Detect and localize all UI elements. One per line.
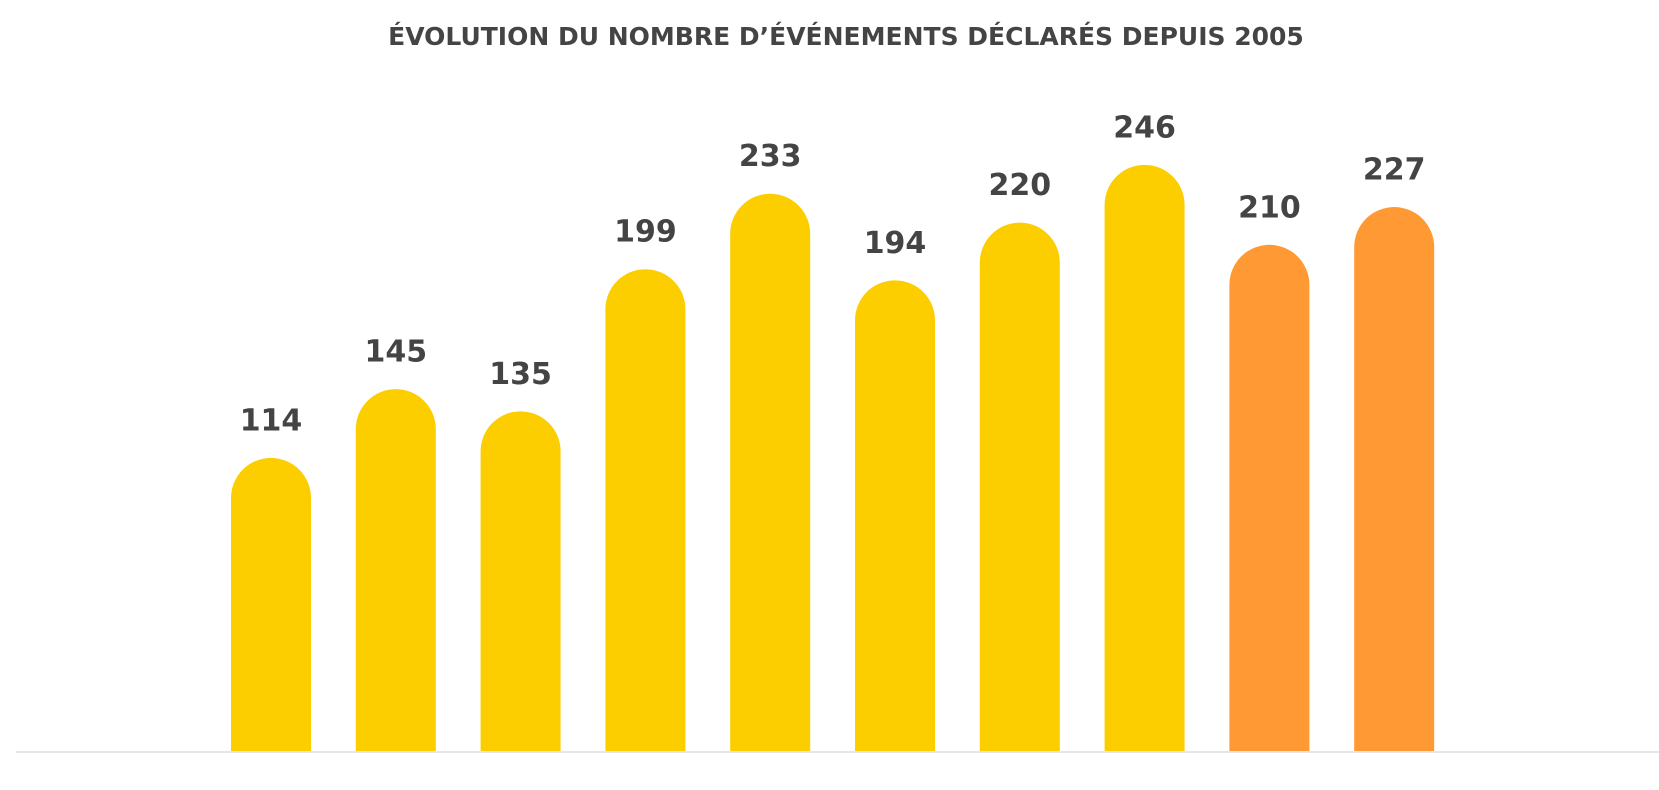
data-label: 135 [489, 357, 552, 392]
data-label: 145 [364, 335, 427, 370]
data-label: 246 [1113, 110, 1176, 145]
bar [855, 280, 935, 751]
bar [231, 457, 311, 751]
data-label: 233 [739, 139, 802, 174]
bar [1354, 207, 1435, 751]
bar [1104, 164, 1185, 751]
bar [979, 222, 1060, 751]
data-label: 227 [1363, 153, 1426, 188]
data-label: 210 [1238, 190, 1301, 225]
data-label: 220 [988, 168, 1051, 203]
data-label: 114 [240, 403, 303, 438]
bar [730, 193, 811, 752]
bar [1229, 244, 1310, 751]
bar [355, 389, 436, 751]
data-label: 194 [864, 226, 927, 261]
bar [605, 269, 686, 751]
bar [480, 411, 561, 751]
data-label: 199 [614, 215, 677, 250]
chart-title: ÉVOLUTION DU NOMBRE D’ÉVÉNEMENTS DÉCLARÉ… [388, 22, 1304, 51]
